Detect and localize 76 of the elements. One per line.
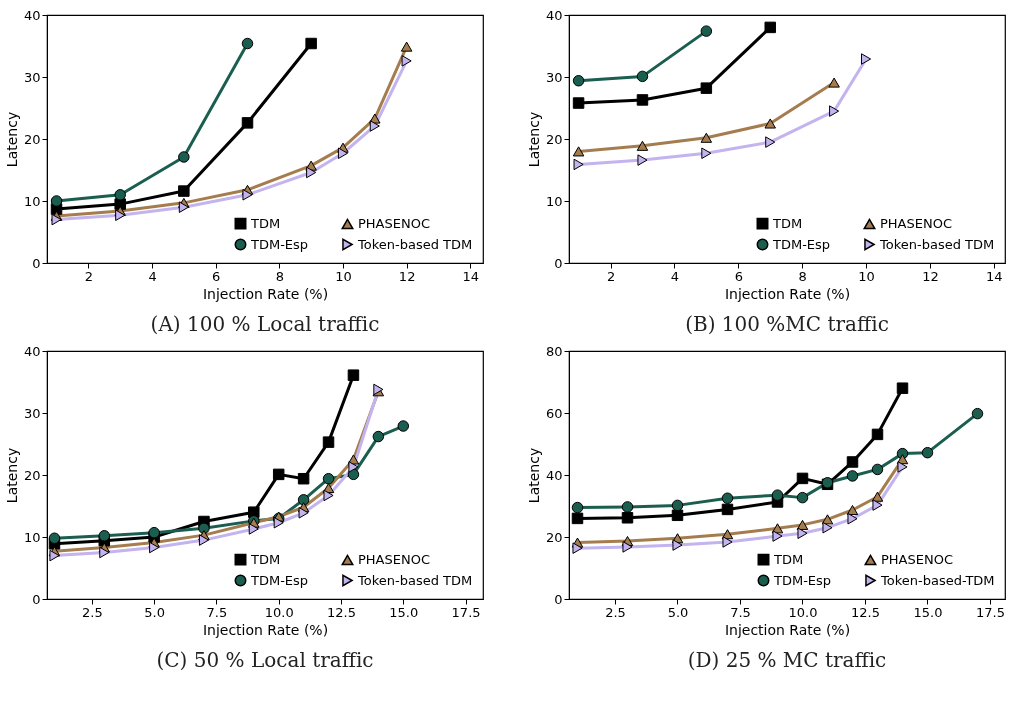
y-axis-title: Latency <box>525 111 542 168</box>
text: (D) 25 % MC traffic <box>687 648 887 672</box>
x-tick-label: 12 <box>398 268 416 284</box>
y-tick-label: 40 <box>545 7 563 23</box>
y-axis-title: Latency <box>3 447 20 504</box>
y-tick-label: 60 <box>545 405 563 421</box>
legend-label: PHASENOC <box>880 215 953 231</box>
x-tick-label: 14 <box>986 268 1003 284</box>
x-tick-label: 2 <box>606 268 616 284</box>
legend-label: TDM <box>250 215 281 231</box>
x-tick-label: 15.0 <box>389 604 419 620</box>
x-tick-label: 2 <box>84 268 94 284</box>
x-tick-label: 2.5 <box>605 604 626 620</box>
legend-label: PHASENOC <box>881 551 954 567</box>
x-tick-label: 6 <box>212 268 221 284</box>
x-tick-label: 12.5 <box>327 604 356 620</box>
x-axis-title: Injection Rate (%) <box>202 621 329 638</box>
x-tick-label: 7.5 <box>206 604 228 620</box>
x-tick-label: 14 <box>462 268 480 284</box>
y-axis-title: Latency <box>525 447 542 504</box>
x-tick-label: 5.0 <box>144 604 165 620</box>
x-tick-label: 4 <box>148 268 157 284</box>
y-axis-title: Latency <box>3 111 20 168</box>
legend-label: Token-based TDM <box>357 236 473 252</box>
x-tick-label: 12 <box>922 268 939 284</box>
x-axis-title: Injection Rate (%) <box>724 621 851 638</box>
legend-label: PHASENOC <box>358 551 431 567</box>
x-tick-label: 5.0 <box>667 604 689 620</box>
y-tick-label: 10 <box>545 193 563 209</box>
y-tick-label: 0 <box>32 255 41 271</box>
y-tick-label: 40 <box>23 343 41 359</box>
y-tick-label: 20 <box>545 529 563 545</box>
y-tick-label: 30 <box>545 69 563 85</box>
legend-label: Token-based TDM <box>357 572 473 588</box>
y-tick-label: 80 <box>545 343 563 359</box>
y-tick-label: 10 <box>23 193 41 209</box>
y-tick-label: 30 <box>23 69 41 85</box>
legend-label: TDM <box>250 551 281 567</box>
x-tick-label: 4 <box>670 268 680 284</box>
y-tick-label: 40 <box>23 7 41 23</box>
text: (A) 100 % Local traffic <box>150 312 380 336</box>
legend-label: Token-based TDM <box>879 236 995 252</box>
legend-label: TDM-Esp <box>772 236 831 252</box>
y-tick-label: 0 <box>32 591 41 607</box>
x-tick-label: 10.0 <box>788 604 818 620</box>
text: (C) 50 % Local traffic <box>156 648 374 672</box>
legend-label: Token-based-TDM <box>880 572 995 588</box>
y-tick-label: 40 <box>545 467 563 483</box>
legend-label: TDM <box>773 551 804 567</box>
y-tick-label: 0 <box>554 255 563 271</box>
y-tick-label: 20 <box>23 467 41 483</box>
x-tick-label: 12.5 <box>851 604 880 620</box>
x-tick-label: 10 <box>335 268 352 284</box>
legend-label: TDM-Esp <box>773 572 832 588</box>
y-tick-label: 20 <box>23 131 41 147</box>
x-tick-label: 8 <box>275 268 284 284</box>
y-tick-label: 20 <box>545 131 563 147</box>
legend-label: TDM-Esp <box>250 572 309 588</box>
x-tick-label: 10.0 <box>264 604 294 620</box>
x-tick-label: 6 <box>734 268 743 284</box>
x-tick-label: 8 <box>798 268 807 284</box>
x-tick-label: 2.5 <box>82 604 103 620</box>
y-tick-label: 0 <box>554 591 563 607</box>
legend-label: PHASENOC <box>358 215 431 231</box>
y-tick-label: 10 <box>23 529 41 545</box>
text: (B) 100 %MC traffic <box>685 312 889 336</box>
x-tick-label: 10 <box>858 268 875 284</box>
legend-label: TDM <box>772 215 803 231</box>
x-tick-label: 17.5 <box>451 604 481 620</box>
x-tick-label: 7.5 <box>730 604 751 620</box>
x-tick-label: 15.0 <box>913 604 943 620</box>
x-axis-title: Injection Rate (%) <box>724 285 851 302</box>
legend-label: TDM-Esp <box>250 236 309 252</box>
y-tick-label: 30 <box>23 405 41 421</box>
x-tick-label: 17.5 <box>976 604 1005 620</box>
x-axis-title: Injection Rate (%) <box>202 285 329 302</box>
